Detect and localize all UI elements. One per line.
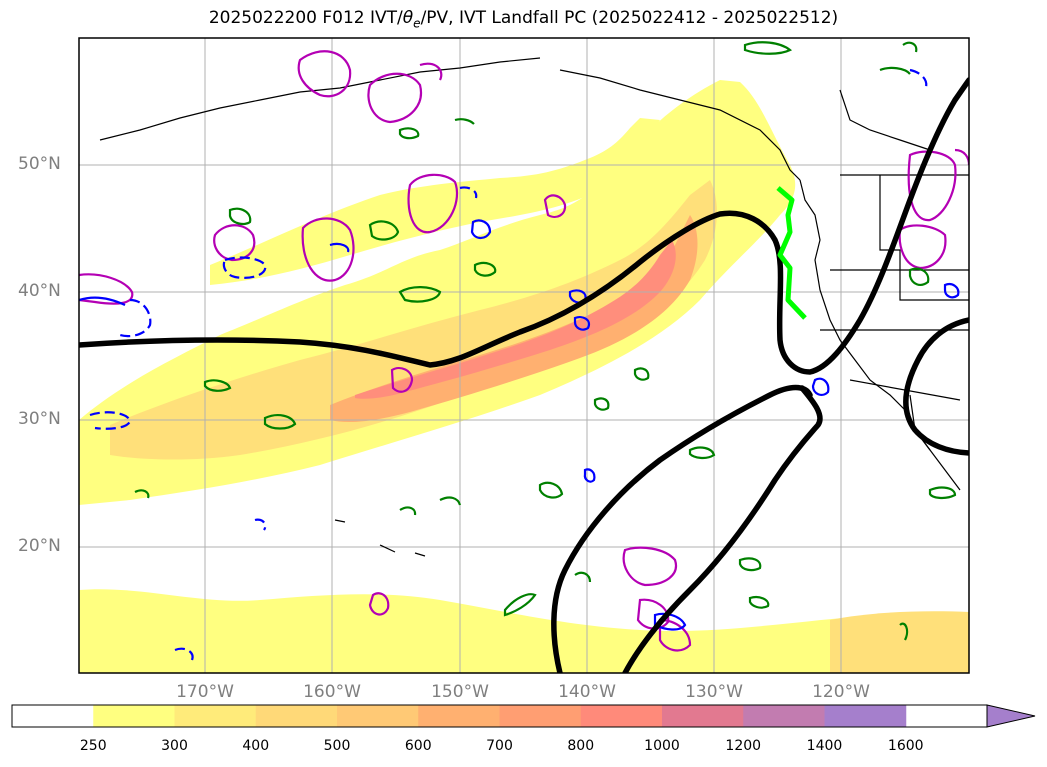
lat-label-20n: 20°N <box>18 536 61 556</box>
pc-lines <box>79 77 969 673</box>
colorbar-tick-label: 250 <box>79 738 107 754</box>
colorbar-cell <box>337 705 419 727</box>
colorbar-tick-label: 1400 <box>806 738 843 754</box>
colorbar-cell <box>824 705 907 727</box>
lon-label-140w: 140°W <box>558 682 616 702</box>
lat-label-40n: 40°N <box>18 281 61 301</box>
colorbar-tick-label: 600 <box>404 738 432 754</box>
colorbar-tick-label: 400 <box>242 738 270 754</box>
colorbar-cell <box>499 705 582 727</box>
colorbar-cell <box>662 705 744 727</box>
colorbar-frame <box>11 704 988 728</box>
map-frame <box>78 37 970 674</box>
map-title: 2025022200 F012 IVT/θe/PV, IVT Landfall … <box>208 8 839 31</box>
colorbar-tick-label: 1200 <box>725 738 762 754</box>
colorbar-tick-label: 300 <box>161 738 188 754</box>
colorbar <box>11 704 1036 728</box>
lon-label-160w: 160°W <box>303 682 361 702</box>
landfall-line <box>776 186 807 320</box>
map-plot-area <box>79 38 969 673</box>
colorbar-cell <box>93 705 175 727</box>
colorbar-cell <box>743 705 825 727</box>
colorbar-cell <box>580 705 663 727</box>
lon-label-120w: 120°W <box>812 682 870 702</box>
lat-label-50n: 50°N <box>18 154 61 174</box>
colorbar-extend-arrow <box>986 704 1036 728</box>
lon-label-130w: 130°W <box>685 682 743 702</box>
theta-e-contours-blue <box>79 68 960 661</box>
colorbar-cell <box>418 705 500 727</box>
theta-e-contours-green <box>134 41 957 641</box>
colorbar-cell <box>12 705 94 727</box>
coastlines <box>99 57 969 557</box>
colorbar-cell <box>255 705 338 727</box>
lat-label-30n: 30°N <box>18 409 61 429</box>
colorbar-tick-label: 800 <box>567 738 595 754</box>
lon-label-170w: 170°W <box>176 682 234 702</box>
colorbar-tick-label: 1600 <box>887 738 924 754</box>
lon-label-150w: 150°W <box>431 682 489 702</box>
colorbar-tick-label: 500 <box>323 738 351 754</box>
colorbar-tick-label: 1000 <box>644 738 680 754</box>
ivt-shading <box>79 80 969 673</box>
colorbar-cell <box>174 705 257 727</box>
colorbar-tick-label: 700 <box>486 738 513 754</box>
